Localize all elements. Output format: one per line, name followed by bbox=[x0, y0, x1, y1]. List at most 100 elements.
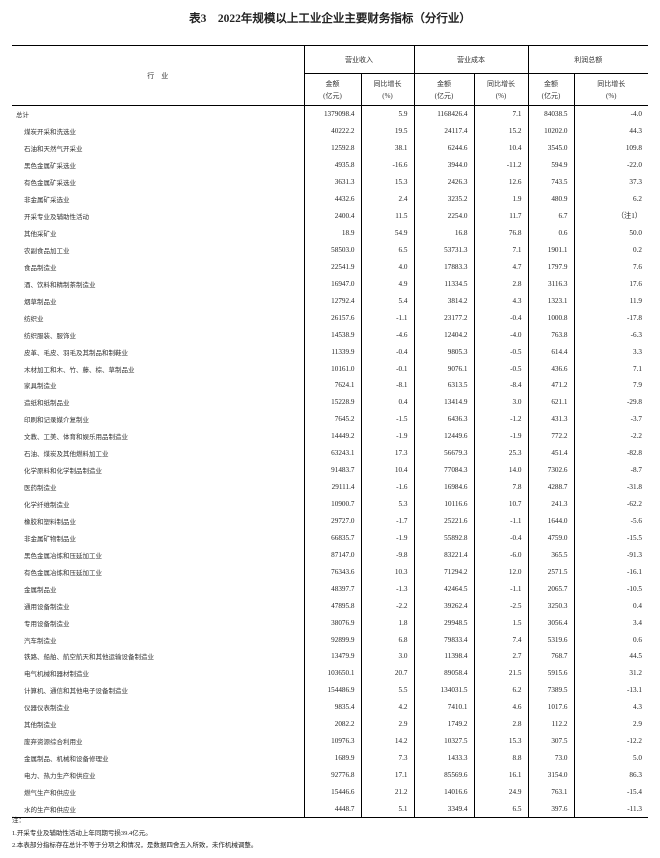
cost-growth: 24.9 bbox=[473, 783, 528, 801]
revenue-growth: 5.5 bbox=[360, 681, 414, 699]
revenue-amount: 29727.0 bbox=[303, 512, 361, 530]
revenue-amount: 48397.7 bbox=[303, 580, 361, 598]
table-row: 仪器仪表制造业 9835.4 4.2 7410.1 4.6 1017.6 4.3 bbox=[12, 698, 648, 716]
profit-amount: 5319.6 bbox=[527, 631, 574, 648]
profit-growth: 6.2 bbox=[573, 190, 648, 208]
cost-amount: 16984.6 bbox=[413, 478, 474, 496]
cost-amount: 23177.2 bbox=[413, 309, 474, 327]
industry-name: 废弃资源综合利用业 bbox=[24, 739, 83, 747]
revenue-growth: 4.2 bbox=[360, 698, 414, 716]
profit-growth: -15.4 bbox=[573, 783, 648, 801]
industry-name: 非金属矿物制品业 bbox=[24, 535, 76, 543]
profit-amount: 3545.0 bbox=[527, 139, 574, 157]
table-row: 农副食品加工业 58503.0 6.5 53731.3 7.1 1901.1 0.2 bbox=[12, 241, 648, 259]
revenue-growth: 21.2 bbox=[360, 783, 414, 801]
revenue-amount: 12792.4 bbox=[303, 292, 361, 310]
cost-growth: 1.5 bbox=[473, 614, 528, 632]
subheader-unit: (亿元) bbox=[323, 91, 342, 100]
industry-name: 家具制造业 bbox=[24, 383, 57, 391]
profit-amount: 743.5 bbox=[527, 173, 574, 191]
cost-amount: 29948.5 bbox=[413, 614, 474, 632]
table-row: 开采专业及辅助性活动 2400.4 11.5 2254.0 11.7 6.7 （注1） bbox=[12, 207, 648, 225]
profit-amount: 1901.1 bbox=[527, 241, 574, 259]
table-row: 造纸和纸制品业 15228.9 0.4 13414.9 3.0 621.1 -29.8 bbox=[12, 393, 648, 411]
revenue-growth: -0.4 bbox=[360, 343, 414, 361]
profit-amount: 2571.5 bbox=[527, 563, 574, 581]
profit-amount: 763.8 bbox=[527, 326, 574, 344]
industry-name: 化学原料和化学制品制造业 bbox=[24, 468, 102, 476]
industry-name: 通用设备制造业 bbox=[24, 603, 70, 611]
profit-amount: 431.3 bbox=[527, 410, 574, 428]
revenue-growth: 11.5 bbox=[360, 207, 414, 225]
table-row: 有色金属冶炼和压延加工业 76343.6 10.3 71294.2 12.0 2571.5… bbox=[12, 563, 648, 581]
profit-growth: 44.5 bbox=[573, 648, 648, 665]
profit-growth: -10.5 bbox=[573, 580, 648, 598]
profit-growth: -62.2 bbox=[573, 495, 648, 513]
subheader-label: 同比增长 bbox=[487, 79, 515, 88]
revenue-growth: 54.9 bbox=[360, 224, 414, 242]
revenue-growth: 19.5 bbox=[360, 122, 414, 140]
revenue-amount: 10900.7 bbox=[303, 495, 361, 513]
subheader-amount: 金额 (亿元) bbox=[413, 73, 474, 106]
industry-name: 纺织服装、服饰业 bbox=[24, 332, 76, 340]
subheader-growth: 同比增长 (%) bbox=[573, 73, 648, 106]
industry-name: 酒、饮料和精制茶制造业 bbox=[24, 281, 96, 289]
cost-growth: 2.8 bbox=[473, 715, 528, 733]
cost-amount: 1749.2 bbox=[413, 715, 474, 733]
profit-growth: 7.9 bbox=[573, 377, 648, 394]
revenue-amount: 2082.2 bbox=[303, 715, 361, 733]
industry-name: 开采专业及辅助性活动 bbox=[24, 214, 89, 222]
industry-name: 非金属矿采选业 bbox=[24, 197, 70, 205]
cost-amount: 71294.2 bbox=[413, 563, 474, 581]
revenue-amount: 47895.8 bbox=[303, 597, 361, 615]
revenue-amount: 63243.1 bbox=[303, 444, 361, 462]
cost-growth: 76.8 bbox=[473, 224, 528, 242]
revenue-amount: 91483.7 bbox=[303, 461, 361, 479]
revenue-amount: 10161.0 bbox=[303, 360, 361, 377]
cost-growth: -2.5 bbox=[473, 597, 528, 615]
industry-name: 农副食品加工业 bbox=[24, 247, 70, 255]
profit-growth: 4.3 bbox=[573, 698, 648, 716]
cost-amount: 3944.0 bbox=[413, 156, 474, 174]
profit-growth: 109.8 bbox=[573, 139, 648, 157]
table-row: 金属制品业 48397.7 -1.3 42464.5 -1.1 2065.7 -10.5 bbox=[12, 580, 648, 598]
table-row: 橡胶和塑料制品业 29727.0 -1.7 25221.6 -1.1 1644.0 -5.6 bbox=[12, 512, 648, 530]
profit-growth: 17.6 bbox=[573, 275, 648, 293]
revenue-growth: 6.5 bbox=[360, 241, 414, 259]
cost-amount: 134031.5 bbox=[413, 681, 474, 699]
revenue-amount: 16947.0 bbox=[303, 275, 361, 293]
cost-amount: 11334.5 bbox=[413, 275, 474, 293]
industry-name: 专用设备制造业 bbox=[24, 620, 70, 628]
cost-growth: 4.3 bbox=[473, 292, 528, 310]
profit-amount: 471.2 bbox=[527, 377, 574, 394]
table-title: 表3 2022年规模以上工业企业主要财务指标（分行业） bbox=[189, 13, 471, 25]
header-industry: 行 业 bbox=[12, 45, 304, 106]
profit-amount: 3250.3 bbox=[527, 597, 574, 615]
cost-amount: 79833.4 bbox=[413, 631, 474, 648]
cost-amount: 53731.3 bbox=[413, 241, 474, 259]
cost-growth: -0.5 bbox=[473, 360, 528, 377]
cost-amount: 77084.3 bbox=[413, 461, 474, 479]
cost-amount: 12404.2 bbox=[413, 326, 474, 344]
revenue-growth: 5.9 bbox=[360, 105, 414, 123]
table-row: 燃气生产和供应业 15446.6 21.2 14016.6 24.9 763.1 -15.4 bbox=[12, 783, 648, 801]
total-row: 总计 1379098.4 5.9 1168426.4 7.1 84038.5 -4.0 bbox=[12, 105, 648, 123]
table-row: 非金属矿物制品业 66835.7 -1.9 55892.8 -0.4 4759.0 -15.… bbox=[12, 529, 648, 547]
revenue-growth: 3.0 bbox=[360, 648, 414, 665]
revenue-amount: 26157.6 bbox=[303, 309, 361, 327]
cost-growth: 4.7 bbox=[473, 258, 528, 276]
table-row: 印刷和记录媒介复制业 7645.2 -1.5 6436.3 -1.2 431.3 -3.7 bbox=[12, 410, 648, 428]
profit-growth: -31.8 bbox=[573, 478, 648, 496]
cost-amount: 10116.6 bbox=[413, 495, 474, 513]
revenue-growth: 20.7 bbox=[360, 664, 414, 682]
profit-amount: 621.1 bbox=[527, 393, 574, 411]
cost-growth: 16.1 bbox=[473, 766, 528, 784]
industry-name: 有色金属冶炼和压延加工业 bbox=[24, 569, 102, 577]
cost-growth: 7.1 bbox=[473, 241, 528, 259]
profit-amount: 763.1 bbox=[527, 783, 574, 801]
revenue-amount: 18.9 bbox=[303, 224, 361, 242]
revenue-amount: 29111.4 bbox=[303, 478, 361, 496]
revenue-growth: 15.3 bbox=[360, 173, 414, 191]
notes: 注： 1.开采专业及辅助性活动上年同期亏损39.4亿元。 2.本表部分指标存在总… bbox=[12, 815, 257, 853]
revenue-growth: 5.4 bbox=[360, 292, 414, 310]
